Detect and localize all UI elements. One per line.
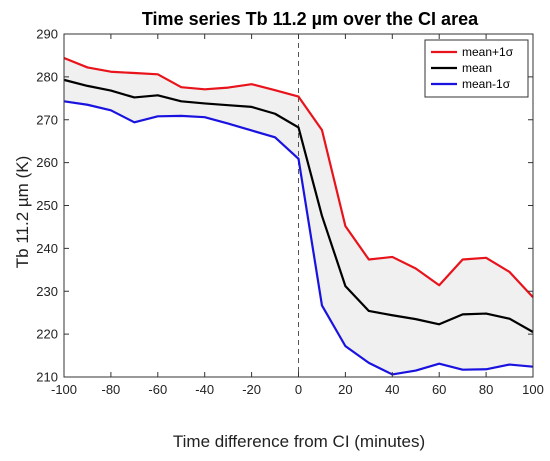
series-line-mean: [63, 78, 534, 333]
x-tick-label: -60: [148, 382, 167, 397]
series-line-lower: [63, 100, 534, 376]
legend-label: mean-1σ: [462, 77, 511, 91]
x-axis-label: Time difference from CI (minutes): [173, 432, 425, 451]
legend-label: mean+1σ: [462, 45, 514, 59]
x-tick-label: 40: [385, 382, 399, 397]
sigma-band: [64, 58, 533, 375]
x-tick-label: -40: [195, 382, 214, 397]
y-tick-label: 230: [36, 284, 58, 299]
legend: mean+1σ mean mean-1σ: [424, 39, 529, 98]
x-tick-label: 80: [479, 382, 493, 397]
series-line-upper: [63, 56, 534, 299]
x-tick-label: 60: [432, 382, 446, 397]
legend-label: mean: [462, 61, 492, 75]
y-tick-label: 250: [36, 198, 58, 213]
x-tick-label: 100: [522, 382, 544, 397]
y-tick-label: 210: [36, 370, 58, 385]
x-tick-label: -100: [51, 382, 77, 397]
x-tick-label: 20: [338, 382, 352, 397]
y-axis-label: Tb 11.2 µm (K): [13, 156, 32, 268]
y-tick-label: 260: [36, 155, 58, 170]
plot-area: -100 -80 -60 -40 -20 0 20 40 60 80 100 210 220 230 240…: [36, 27, 544, 398]
y-tick-label: 220: [36, 327, 58, 342]
x-tick-label: 0: [295, 382, 302, 397]
chart-title: Time series Tb 11.2 µm over the CI area: [142, 9, 479, 29]
x-tick-label: -20: [242, 382, 261, 397]
x-tick-label: -80: [102, 382, 121, 397]
y-tick-label: 240: [36, 241, 58, 256]
y-tick-label: 290: [36, 27, 58, 42]
y-tick-label: 270: [36, 112, 58, 127]
y-tick-label: 280: [36, 69, 58, 84]
